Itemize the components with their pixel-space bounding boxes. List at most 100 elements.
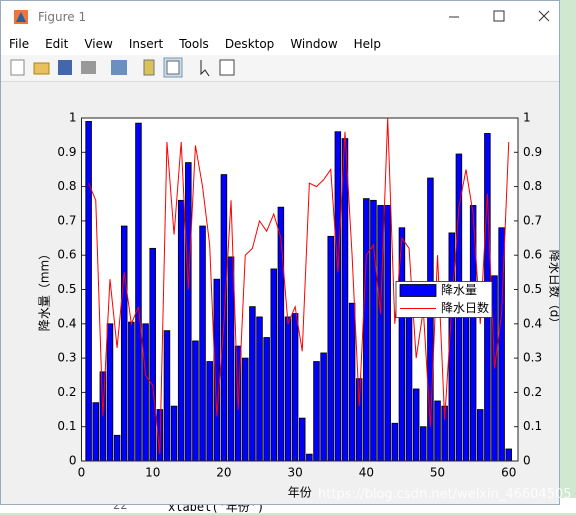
- bar: [113, 434, 121, 462]
- x-tick-label: 50: [430, 466, 445, 480]
- y2-tick-label: 0.6: [523, 248, 542, 262]
- y-tick-label: 0.9: [57, 145, 76, 159]
- bar: [284, 316, 292, 462]
- bar: [334, 131, 342, 462]
- menu-item[interactable]: Window: [290, 37, 338, 51]
- toolbar-icons[interactable]: [1, 55, 561, 81]
- menu-item[interactable]: Edit: [45, 37, 69, 51]
- x-tick-label: 40: [359, 466, 374, 480]
- menu-item[interactable]: View: [84, 37, 113, 51]
- y-tick-label: 0.6: [57, 248, 76, 262]
- bar: [277, 206, 285, 462]
- bar: [135, 122, 142, 462]
- figure-window: Figure 1 File Edit View Insert Tools Desktop W…: [0, 0, 560, 505]
- y2-tick-label: 0.9: [523, 145, 542, 159]
- bar: [291, 313, 299, 462]
- y-tick-label: 0.5: [57, 282, 76, 296]
- x-axis-label: 年份: [288, 486, 312, 500]
- bar: [391, 422, 399, 462]
- bar: [306, 453, 313, 462]
- bar: [227, 256, 235, 462]
- bar: [412, 388, 420, 462]
- y2-tick-label: 1: [523, 111, 531, 125]
- bar: [270, 268, 278, 462]
- x-tick-label: 10: [145, 466, 160, 480]
- bar: [298, 417, 306, 462]
- x-tick-label: 20: [216, 466, 231, 480]
- y2-tick-label: 0.5: [523, 282, 542, 296]
- bar: [384, 205, 391, 462]
- y2-tick-label: 0.2: [523, 385, 542, 399]
- bar: [348, 302, 356, 462]
- bar: [256, 316, 263, 462]
- bar: [370, 199, 377, 462]
- y-tick-label: 0.4: [57, 316, 76, 330]
- app-icon: [14, 10, 28, 24]
- legend-label: 降水量: [441, 283, 477, 297]
- x-tick-label: 0: [78, 466, 86, 480]
- menu-item[interactable]: Insert: [128, 37, 164, 51]
- y2-tick-label: 0.1: [523, 419, 542, 433]
- chart: 0 10 20 30 40 50 6000.10.20.30.40.50.60.70.80.…: [38, 111, 560, 500]
- bar: [363, 198, 370, 462]
- y2-tick-label: 0.7: [523, 213, 542, 227]
- bar: [120, 225, 128, 462]
- bar: [177, 199, 185, 462]
- x-tick-label: 30: [287, 466, 302, 480]
- bar: [405, 301, 413, 462]
- window-title: Figure 1: [38, 10, 87, 24]
- menu-item[interactable]: File: [9, 37, 30, 51]
- bar: [263, 337, 270, 462]
- y2-axis-label: 降水日数（d）: [548, 250, 560, 330]
- y-axis-label: 降水量（mm）: [38, 248, 52, 331]
- menu-item[interactable]: Desktop: [224, 37, 275, 51]
- bar: [206, 361, 213, 462]
- y-tick-label: 0.7: [57, 213, 76, 227]
- bar: [320, 352, 327, 462]
- bar: [128, 321, 135, 462]
- y2-tick-label: 0.4: [523, 316, 542, 330]
- bar: [313, 361, 320, 462]
- legend-swatch: [399, 284, 437, 297]
- y-tick-label: 0.8: [57, 179, 76, 193]
- y2-tick-label: 0.8: [523, 179, 542, 193]
- bar: [185, 162, 192, 462]
- bar: [377, 205, 384, 462]
- y-tick-label: 0.2: [57, 385, 76, 399]
- bar: [434, 400, 441, 462]
- x-tick-label: 60: [501, 466, 516, 480]
- bar: [149, 247, 156, 462]
- bar: [420, 426, 427, 462]
- window-controls[interactable]: [439, 1, 559, 33]
- bar: [163, 330, 171, 462]
- bar: [327, 235, 334, 462]
- y2-tick-label: 0.3: [523, 351, 542, 365]
- menu-bar: File Edit View Insert Tools Desktop Window Help: [1, 33, 559, 55]
- bar: [448, 232, 456, 462]
- bar: [192, 340, 199, 462]
- y-tick-label: 0.3: [57, 351, 76, 365]
- bar: [85, 121, 92, 462]
- bar: [170, 405, 178, 462]
- menu-item[interactable]: Help: [353, 37, 381, 51]
- bar: [477, 409, 484, 462]
- bar: [106, 323, 114, 462]
- title-bar: Figure 1: [1, 1, 559, 33]
- bar: [199, 225, 206, 462]
- y-tick-label: 0.1: [57, 419, 76, 433]
- y-tick-label: 0: [69, 454, 77, 468]
- bar: [249, 306, 256, 462]
- y2-tick-label: 0: [523, 454, 531, 468]
- toolbar: [1, 55, 559, 82]
- bar: [242, 357, 249, 462]
- bar: [355, 378, 363, 462]
- bar: [341, 138, 349, 462]
- watermark: https://blog.csdn.net/weixin_46604505: [318, 487, 572, 502]
- menu-item[interactable]: Tools: [179, 37, 209, 51]
- legend-label: 降水日数: [441, 300, 489, 315]
- bar: [142, 323, 149, 462]
- bar: [92, 402, 99, 462]
- y-tick-label: 1: [69, 111, 77, 125]
